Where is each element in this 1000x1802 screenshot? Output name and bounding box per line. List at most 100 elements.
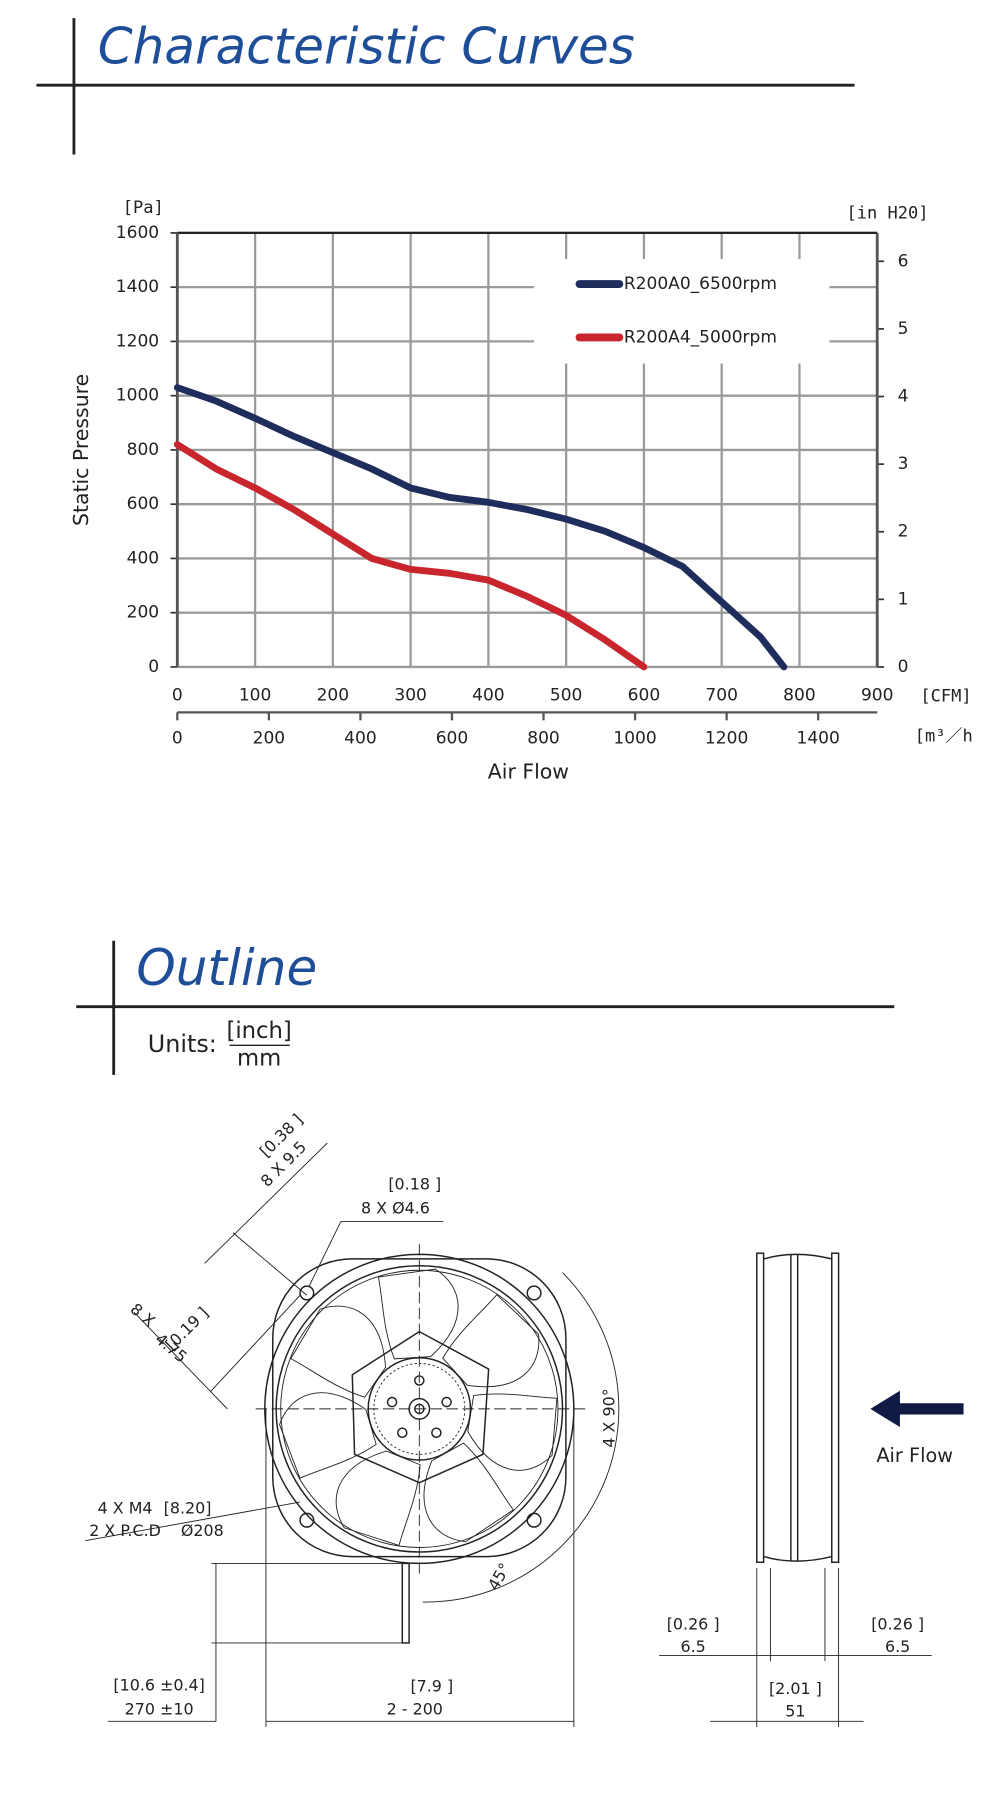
- dim-line: [85, 1501, 301, 1542]
- x2-tick-label: 1400: [796, 729, 839, 749]
- airflow-label: Air Flow: [876, 1444, 953, 1467]
- y2-unit: [in H20]: [847, 204, 929, 224]
- legend-box: [534, 259, 830, 364]
- dimension-label: 6.5: [885, 1637, 910, 1656]
- dimension-label: [2.01 ]: [769, 1679, 822, 1698]
- y-unit: [Pa]: [123, 198, 164, 218]
- hole: [397, 1427, 408, 1439]
- x2-tick-label: 1200: [705, 729, 748, 749]
- y-tick-label: 400: [127, 548, 160, 568]
- mount-hole: [526, 1285, 542, 1301]
- x-tick-label: 800: [783, 685, 816, 705]
- dimension-label: 2 - 200: [387, 1699, 443, 1718]
- y-tick-label: 1200: [116, 331, 159, 351]
- mount-hole: [299, 1512, 315, 1528]
- dimension-label: 51: [785, 1702, 805, 1721]
- x2-tick-label: 800: [527, 729, 560, 749]
- cable: [401, 1562, 410, 1644]
- y-axis-title: Static Pressure: [69, 374, 93, 526]
- hole: [431, 1427, 442, 1439]
- units-inch: [inch]: [226, 1018, 291, 1044]
- y-tick-label: 1400: [116, 277, 159, 297]
- x-tick-label: 400: [472, 685, 505, 705]
- x-tick-label: 200: [317, 685, 350, 705]
- x-tick-label: 700: [705, 685, 738, 705]
- y2-tick-label: 1: [898, 589, 909, 609]
- dimension-label: 4 X 90°: [600, 1388, 619, 1447]
- dimension-label: 270 ±10: [125, 1699, 194, 1718]
- y2-tick-label: 3: [898, 454, 909, 474]
- x2-tick-label: 0: [172, 729, 183, 749]
- series-line: [173, 384, 788, 671]
- side-flange: [831, 1252, 840, 1564]
- dimension-label: 8 X Ø4.6: [361, 1198, 430, 1217]
- x-tick-label: 600: [628, 685, 661, 705]
- y2-tick-label: 5: [898, 319, 909, 339]
- dim-line: [232, 1232, 308, 1296]
- hole: [386, 1396, 398, 1408]
- legend-label: R200A4_5000rpm: [624, 327, 777, 347]
- section-title: Characteristic Curves: [98, 17, 635, 75]
- side-body: [763, 1253, 832, 1562]
- x-tick-label: 500: [550, 685, 583, 705]
- blade: [405, 1435, 518, 1553]
- y-tick-label: 800: [127, 440, 160, 460]
- y2-tick-label: 0: [898, 657, 909, 677]
- dimension-label: [7.9 ]: [410, 1677, 453, 1696]
- units-label: Units:: [148, 1030, 217, 1058]
- dimension-label: [8.20]: [164, 1498, 212, 1517]
- x2-tick-label: 400: [344, 729, 377, 749]
- airflow-arrow: [870, 1390, 964, 1428]
- dim-arc: [422, 1544, 563, 1603]
- dimension-label: Ø208: [181, 1521, 224, 1540]
- dim-line: [209, 1294, 301, 1393]
- chart: 0 100 200 300 400 500 600 700 800 900020040060080…: [69, 198, 973, 784]
- y-tick-label: 0: [148, 657, 159, 677]
- y-tick-label: 600: [127, 494, 160, 514]
- dimension-label: [0.18 ]: [388, 1175, 441, 1194]
- x2-tick-label: 200: [253, 729, 286, 749]
- x-tick-label: 100: [239, 685, 272, 705]
- units-mm: mm: [237, 1045, 281, 1071]
- dimension-lines: [85, 1142, 620, 1728]
- x-unit: [CFM]: [920, 686, 971, 706]
- x-tick-label: 0: [172, 685, 183, 705]
- x-tick-label: 900: [861, 685, 894, 705]
- y-tick-label: 200: [127, 603, 160, 623]
- y2-tick-label: 4: [898, 387, 909, 407]
- dim-line: [133, 1311, 228, 1410]
- x2-tick-label: 600: [436, 729, 469, 749]
- dimension-label: 4 X M4: [98, 1498, 153, 1517]
- y2-tick-label: 6: [898, 251, 909, 271]
- series-line: [173, 441, 648, 671]
- fan-side: [659, 1252, 964, 1728]
- dimension-label: 45°: [484, 1560, 515, 1594]
- mount-holes: [299, 1285, 542, 1528]
- dimension-label: [10.6 ±0.4]: [113, 1676, 204, 1695]
- dimension-label: [0.26 ]: [871, 1614, 924, 1633]
- side-flange: [756, 1252, 765, 1564]
- fan-front: [255, 1244, 586, 1644]
- y-tick-label: 1000: [116, 386, 159, 406]
- dim-arc: [562, 1272, 620, 1546]
- dimension-label: 6.5: [681, 1637, 706, 1656]
- mount-hole: [526, 1512, 542, 1528]
- dimension-label: [0.26 ]: [667, 1614, 720, 1633]
- hole: [441, 1396, 452, 1408]
- x2-tick-label: 1000: [613, 729, 656, 749]
- blade: [284, 1290, 406, 1411]
- x2-unit: [m³／h: [915, 726, 973, 746]
- dimension-label: 2 X P.C.D: [89, 1521, 161, 1540]
- legend-label: R200A0_6500rpm: [624, 274, 777, 294]
- y-tick-label: 1600: [116, 223, 159, 243]
- dim-line: [204, 1142, 328, 1264]
- mount-hole: [299, 1285, 315, 1301]
- blade: [458, 1379, 566, 1479]
- dimension-label: 8 X: [127, 1299, 159, 1330]
- y2-tick-label: 2: [898, 522, 909, 542]
- x-axis-title: Air Flow: [488, 760, 569, 784]
- section-title: Outline: [136, 939, 317, 997]
- x-tick-label: 300: [394, 685, 427, 705]
